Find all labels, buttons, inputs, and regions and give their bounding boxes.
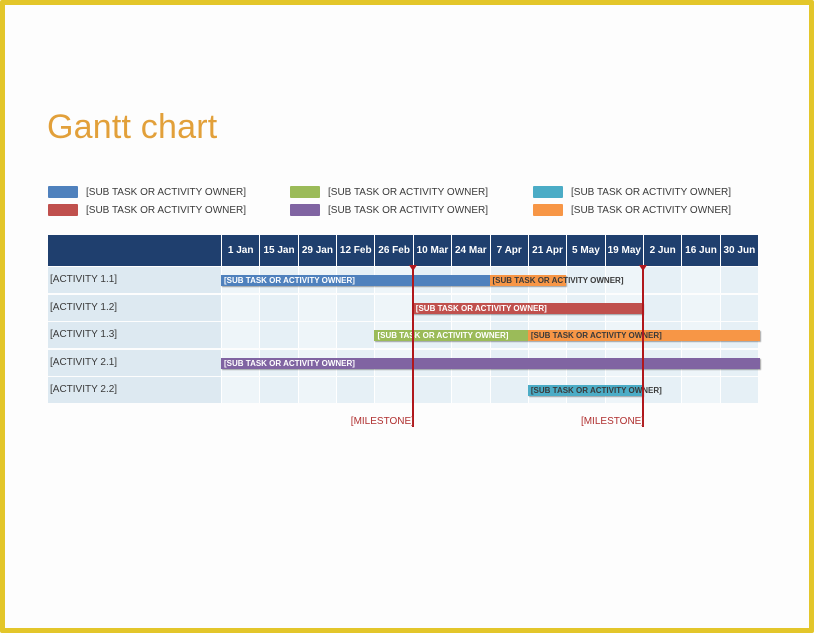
task-bar: [SUB TASK OR ACTIVITY OWNER] bbox=[221, 275, 490, 286]
milestone-line bbox=[641, 265, 644, 427]
legend-item: [SUB TASK OR ACTIVITY OWNER] bbox=[48, 204, 278, 217]
milestone-line bbox=[411, 265, 414, 427]
legend-swatch bbox=[290, 186, 320, 198]
task-bar: [SUB TASK OR ACTIVITY OWNER] bbox=[489, 275, 623, 286]
legend-swatch bbox=[533, 186, 563, 198]
date-header-cell: 1 Jan bbox=[221, 235, 259, 266]
legend-item: [SUB TASK OR ACTIVITY OWNER] bbox=[533, 186, 763, 199]
activity-label: [ACTIVITY 1.3] bbox=[48, 322, 221, 348]
page-title: Gantt chart bbox=[47, 108, 218, 146]
milestone-label: [MILESTONE] bbox=[350, 416, 414, 427]
milestone-marker bbox=[408, 265, 417, 271]
date-header-cell: 12 Feb bbox=[336, 235, 374, 266]
grid-cell bbox=[297, 377, 337, 403]
legend-swatch bbox=[48, 204, 78, 216]
grid-cell bbox=[642, 295, 682, 321]
milestone-marker bbox=[638, 265, 647, 271]
legend-swatch bbox=[290, 204, 320, 216]
grid-cell bbox=[221, 322, 260, 348]
grid-cell bbox=[259, 295, 298, 321]
activity-label: [ACTIVITY 1.2] bbox=[48, 295, 221, 321]
grid-cell bbox=[374, 295, 413, 321]
date-header-cell: 21 Apr bbox=[527, 235, 566, 266]
legend-label: [SUB TASK OR ACTIVITY OWNER] bbox=[86, 187, 247, 198]
timeline-header bbox=[48, 235, 758, 266]
task-bar: [SUB TASK OR ACTIVITY OWNER] bbox=[221, 358, 760, 369]
grid-cell bbox=[451, 377, 490, 403]
grid-cell bbox=[336, 295, 375, 321]
grid-cell bbox=[566, 267, 605, 293]
date-header-cell: 24 Mar bbox=[451, 235, 489, 266]
grid-cell bbox=[642, 377, 682, 403]
grid-cell bbox=[642, 267, 682, 293]
grid-cell bbox=[412, 377, 452, 403]
grid-cell bbox=[604, 267, 643, 293]
date-header-cell: 29 Jan bbox=[297, 235, 336, 266]
grid-cell bbox=[681, 295, 720, 321]
grid-cell bbox=[259, 377, 298, 403]
grid-cell bbox=[681, 267, 720, 293]
date-header-cell: 19 May bbox=[604, 235, 643, 266]
date-header-cell: 30 Jun bbox=[719, 235, 758, 266]
date-header-cell: 7 Apr bbox=[489, 235, 528, 266]
legend-item: [SUB TASK OR ACTIVITY OWNER] bbox=[290, 204, 520, 217]
legend-label: [SUB TASK OR ACTIVITY OWNER] bbox=[328, 205, 489, 216]
grid-cell bbox=[297, 295, 337, 321]
legend-swatch bbox=[533, 204, 563, 216]
date-header-cell: 15 Jan bbox=[259, 235, 297, 266]
legend-swatch bbox=[48, 186, 78, 198]
task-bar: [SUB TASK OR ACTIVITY OWNER] bbox=[412, 303, 643, 314]
date-header-cell: 2 Jun bbox=[642, 235, 681, 266]
grid-cell bbox=[336, 322, 375, 348]
grid-cell bbox=[719, 377, 759, 403]
activity-label: [ACTIVITY 2.2] bbox=[48, 377, 221, 403]
legend-item: [SUB TASK OR ACTIVITY OWNER] bbox=[290, 186, 520, 199]
legend-label: [SUB TASK OR ACTIVITY OWNER] bbox=[86, 205, 247, 216]
grid-cell bbox=[297, 322, 337, 348]
grid-cell bbox=[221, 377, 260, 403]
legend-item: [SUB TASK OR ACTIVITY OWNER] bbox=[48, 186, 278, 199]
milestone-label: [MILESTONE] bbox=[580, 416, 645, 427]
grid-cell bbox=[681, 377, 720, 403]
task-bar: [SUB TASK OR ACTIVITY OWNER] bbox=[374, 330, 528, 341]
activity-label: [ACTIVITY 2.1] bbox=[48, 350, 221, 376]
grid-cell bbox=[259, 322, 298, 348]
date-header-cell: 5 May bbox=[566, 235, 604, 266]
date-header-cell: 16 Jun bbox=[681, 235, 719, 266]
date-header-cell: 26 Feb bbox=[374, 235, 412, 266]
legend-label: [SUB TASK OR ACTIVITY OWNER] bbox=[328, 187, 489, 198]
legend-label: [SUB TASK OR ACTIVITY OWNER] bbox=[571, 187, 732, 198]
grid-cell bbox=[489, 377, 528, 403]
date-header-cell: 10 Mar bbox=[412, 235, 451, 266]
grid-cell bbox=[719, 267, 759, 293]
grid-cell bbox=[336, 377, 375, 403]
grid-cell bbox=[221, 295, 260, 321]
grid-cell bbox=[374, 377, 413, 403]
legend-label: [SUB TASK OR ACTIVITY OWNER] bbox=[571, 205, 732, 216]
activity-label: [ACTIVITY 1.1] bbox=[48, 267, 221, 293]
task-bar: [SUB TASK OR ACTIVITY OWNER] bbox=[527, 385, 662, 396]
grid-cell bbox=[719, 295, 759, 321]
legend-item: [SUB TASK OR ACTIVITY OWNER] bbox=[533, 204, 763, 217]
